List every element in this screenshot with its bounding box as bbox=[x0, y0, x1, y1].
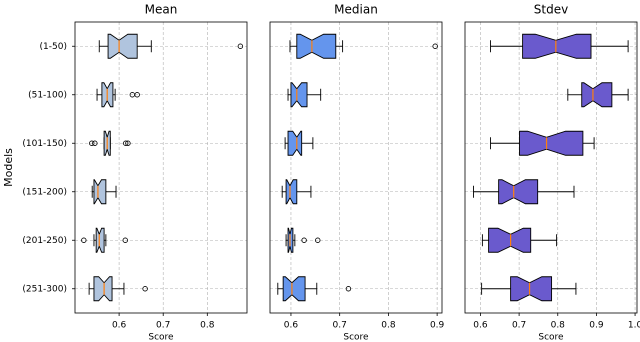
box bbox=[93, 179, 107, 205]
x-tick-label: 0.9 bbox=[430, 321, 445, 331]
outlier bbox=[81, 237, 87, 243]
outlier bbox=[315, 237, 321, 243]
x-tick-label: 0.6 bbox=[284, 321, 299, 331]
y-tick-label: (1-50) bbox=[40, 42, 67, 52]
x-axis-label: Score bbox=[148, 333, 174, 342]
y-tick-label: (101-150) bbox=[22, 139, 67, 149]
box bbox=[296, 33, 337, 59]
box bbox=[287, 130, 303, 156]
x-tick-label: 1.0 bbox=[628, 321, 640, 331]
box bbox=[285, 179, 298, 205]
box bbox=[581, 82, 613, 108]
chart-title: Mean bbox=[145, 3, 178, 17]
x-tick-label: 0.7 bbox=[156, 321, 170, 331]
outlier bbox=[125, 140, 131, 146]
outlier bbox=[134, 92, 140, 98]
y-tick-label: (151-200) bbox=[22, 187, 67, 197]
x-axis-label: Score bbox=[538, 333, 564, 342]
outlier bbox=[92, 140, 98, 146]
plot-frame bbox=[269, 21, 443, 314]
outlier bbox=[345, 286, 352, 292]
outlier bbox=[301, 237, 307, 243]
y-tick-label: (251-300) bbox=[22, 284, 67, 294]
y-tick-label: (51-100) bbox=[28, 90, 67, 100]
y-tick-label: (201-250) bbox=[22, 236, 67, 246]
x-tick-label: 0.8 bbox=[200, 321, 215, 331]
x-tick-label: 0.8 bbox=[551, 321, 566, 331]
x-tick-label: 0.8 bbox=[381, 321, 396, 331]
outlier bbox=[123, 140, 129, 146]
box bbox=[282, 276, 306, 302]
x-tick-label: 0.6 bbox=[473, 321, 488, 331]
x-tick-label: 0.7 bbox=[512, 321, 526, 331]
outlier bbox=[432, 43, 438, 49]
x-tick-label: 0.7 bbox=[333, 321, 347, 331]
box bbox=[522, 33, 592, 59]
plot-frame bbox=[74, 21, 248, 314]
outlier bbox=[142, 286, 148, 292]
plot-frame bbox=[464, 21, 638, 314]
box bbox=[519, 130, 584, 156]
box bbox=[95, 227, 105, 253]
chart-title: Median bbox=[334, 3, 378, 17]
box bbox=[290, 82, 308, 108]
y-axis-label: Models bbox=[2, 148, 15, 187]
x-tick-label: 0.6 bbox=[112, 321, 127, 331]
outlier bbox=[122, 237, 128, 243]
chart-title: Stdev bbox=[534, 3, 568, 17]
outlier bbox=[89, 140, 95, 146]
box bbox=[93, 276, 113, 302]
box bbox=[510, 276, 553, 302]
box bbox=[107, 33, 138, 59]
box bbox=[498, 179, 539, 205]
x-tick-label: 0.9 bbox=[589, 321, 604, 331]
outlier bbox=[237, 43, 244, 49]
x-axis-label: Score bbox=[343, 333, 369, 342]
box bbox=[488, 227, 532, 253]
